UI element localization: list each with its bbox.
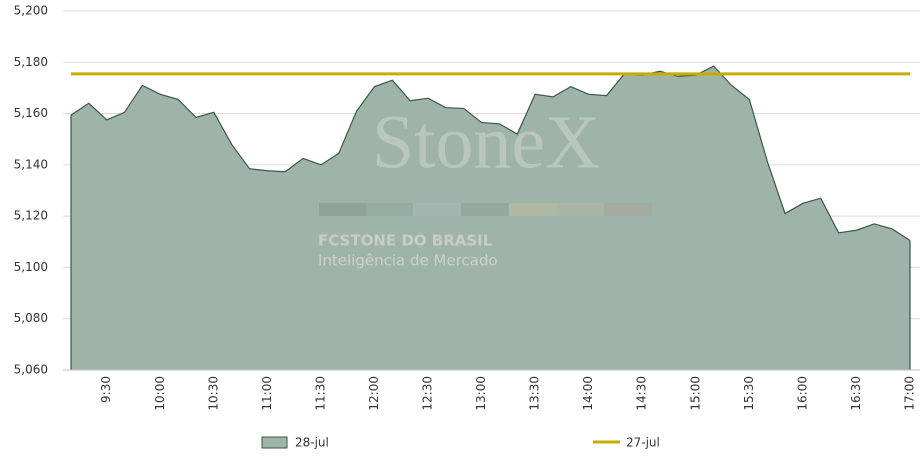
y-tick-label: 5,200 (14, 4, 48, 18)
legend: 28-jul 27-jul (261, 436, 660, 450)
watermark-bar (319, 203, 366, 216)
area-fill (71, 66, 910, 370)
x-tick-label: 14:30 (635, 376, 649, 411)
x-tick-label: 15:30 (742, 376, 756, 411)
x-tick-label: 17:00 (903, 376, 917, 411)
watermark-bar (604, 203, 652, 216)
x-tick-label: 12:00 (367, 376, 381, 411)
watermark-bar (509, 203, 557, 216)
y-tick-label: 5,060 (14, 363, 48, 377)
legend-label: 27-jul (626, 436, 660, 450)
y-tick-label: 5,120 (14, 209, 48, 223)
watermark: StoneX FCSTONE DO BRASIL Inteligência de… (318, 100, 652, 270)
x-tick-label: 9:30 (99, 376, 113, 403)
y-tick-label: 5,180 (14, 55, 48, 69)
y-tick-label: 5,080 (14, 311, 48, 325)
x-tick-label: 11:30 (313, 376, 327, 411)
plot-area (70, 65, 911, 370)
area-line (70, 65, 911, 370)
x-tick-label: 13:00 (474, 376, 488, 411)
x-tick-label: 12:30 (421, 376, 435, 411)
watermark-tagline: Inteligência de Mercado (318, 252, 498, 270)
legend-label: 28-jul (295, 436, 329, 450)
watermark-bar (413, 203, 461, 216)
x-tick-label: 16:00 (795, 376, 809, 411)
watermark-company: FCSTONE DO BRASIL (318, 232, 493, 250)
x-tick-label: 11:00 (260, 376, 274, 411)
x-tick-label: 10:30 (206, 376, 220, 411)
watermark-bar (461, 203, 509, 216)
y-tick-label: 5,160 (14, 106, 48, 120)
legend-swatch (261, 436, 288, 449)
watermark-brand: StoneX (372, 100, 600, 184)
y-tick-label: 5,100 (14, 260, 48, 274)
x-tick-label: 13:30 (528, 376, 542, 411)
watermark-bar (557, 203, 604, 216)
watermark-bar (366, 203, 413, 216)
x-tick-label: 15:00 (688, 376, 702, 411)
x-tick-label: 14:00 (581, 376, 595, 411)
x-tick-label: 10:00 (153, 376, 167, 411)
axes: 5,060 5,080 5,100 5,120 5,140 5,160 5,180 5,200… (14, 4, 920, 411)
y-tick-label: 5,140 (14, 157, 48, 171)
x-tick-label: 16:30 (849, 376, 863, 411)
